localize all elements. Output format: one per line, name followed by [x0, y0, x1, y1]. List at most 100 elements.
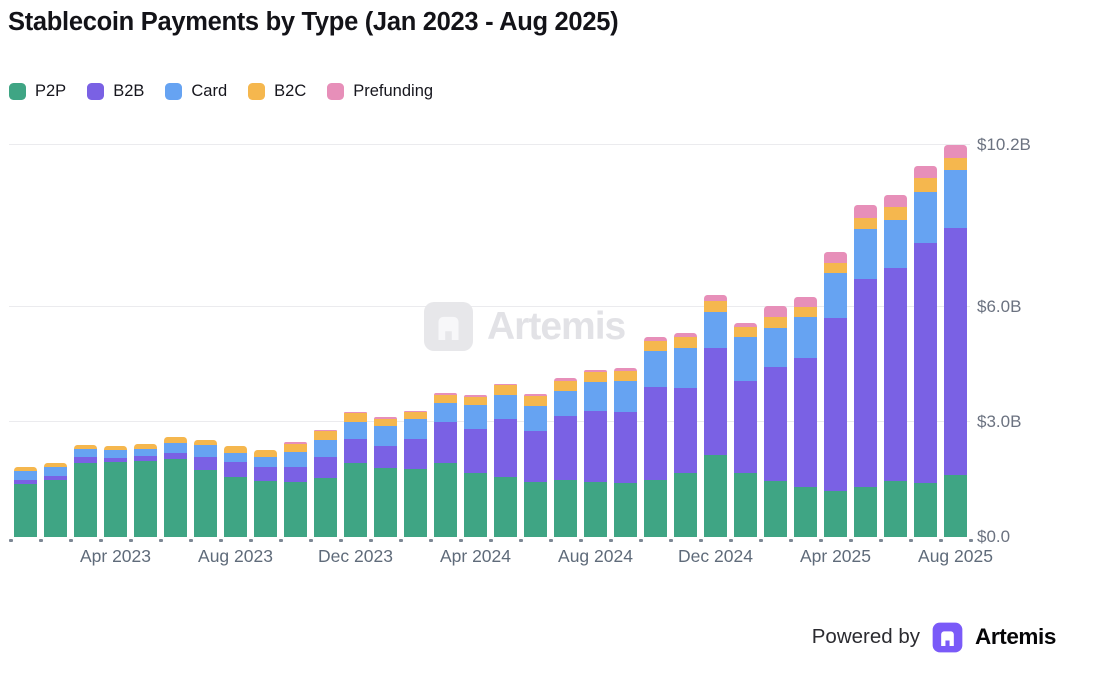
bar-segment-b2b[interactable] — [914, 243, 937, 483]
bar-jul-2023[interactable] — [194, 440, 217, 537]
bar-segment-p2p[interactable] — [674, 473, 697, 537]
bar-segment-prefunding[interactable] — [914, 165, 937, 179]
bar-segment-b2c[interactable] — [224, 446, 247, 453]
legend-item-card[interactable]: Card — [165, 82, 227, 101]
bar-segment-prefunding[interactable] — [704, 294, 727, 301]
bar-segment-b2c[interactable] — [254, 450, 277, 457]
bar-segment-p2p[interactable] — [254, 480, 277, 537]
bar-segment-prefunding[interactable] — [284, 441, 307, 444]
bar-segment-b2c[interactable] — [284, 443, 307, 453]
bar-apr-2025[interactable] — [824, 251, 847, 537]
bar-jul-2024[interactable] — [554, 378, 577, 537]
bar-segment-b2c[interactable] — [44, 463, 67, 468]
bar-mar-2025[interactable] — [794, 296, 817, 537]
bar-segment-card[interactable] — [404, 419, 427, 440]
bar-segment-b2b[interactable] — [524, 430, 547, 482]
bar-oct-2023[interactable] — [284, 441, 307, 537]
bar-segment-b2b[interactable] — [944, 228, 967, 475]
bar-mar-2024[interactable] — [434, 392, 457, 537]
bar-segment-p2p[interactable] — [404, 469, 427, 537]
bar-segment-b2c[interactable] — [464, 396, 487, 406]
bar-dec-2024[interactable] — [704, 294, 727, 537]
bar-may-2023[interactable] — [134, 443, 157, 537]
bar-segment-b2c[interactable] — [884, 206, 907, 220]
bar-segment-card[interactable] — [884, 220, 907, 269]
bar-segment-b2c[interactable] — [14, 467, 37, 472]
bar-segment-b2c[interactable] — [374, 418, 397, 427]
bar-segment-p2p[interactable] — [644, 479, 667, 537]
bar-segment-prefunding[interactable] — [464, 395, 487, 397]
bar-segment-card[interactable] — [194, 445, 217, 457]
bar-segment-b2b[interactable] — [194, 456, 217, 470]
bar-dec-2023[interactable] — [344, 411, 367, 537]
bar-segment-card[interactable] — [734, 337, 757, 381]
bar-segment-b2b[interactable] — [854, 278, 877, 487]
bar-segment-b2c[interactable] — [314, 431, 337, 441]
bar-segment-p2p[interactable] — [554, 479, 577, 537]
bar-jun-2023[interactable] — [164, 437, 187, 537]
bar-nov-2023[interactable] — [314, 430, 337, 537]
bar-segment-b2b[interactable] — [584, 410, 607, 482]
bar-may-2025[interactable] — [854, 205, 877, 537]
bar-segment-b2c[interactable] — [164, 437, 187, 444]
bar-segment-b2c[interactable] — [914, 178, 937, 192]
bar-segment-p2p[interactable] — [194, 469, 217, 537]
bar-segment-b2b[interactable] — [344, 439, 367, 464]
bar-segment-b2b[interactable] — [374, 446, 397, 469]
bar-segment-prefunding[interactable] — [524, 394, 547, 397]
bar-segment-b2b[interactable] — [614, 411, 637, 483]
bar-segment-b2c[interactable] — [674, 337, 697, 349]
bar-segment-b2b[interactable] — [14, 479, 37, 485]
bar-segment-p2p[interactable] — [74, 463, 97, 537]
bar-segment-prefunding[interactable] — [764, 306, 787, 317]
bar-segment-b2c[interactable] — [854, 217, 877, 229]
bar-segment-p2p[interactable] — [314, 478, 337, 537]
bar-segment-card[interactable] — [704, 311, 727, 349]
bar-segment-p2p[interactable] — [614, 482, 637, 537]
bar-segment-card[interactable] — [584, 381, 607, 411]
bar-segment-p2p[interactable] — [44, 480, 67, 537]
bar-segment-card[interactable] — [914, 191, 937, 244]
bar-segment-prefunding[interactable] — [404, 410, 427, 413]
bar-segment-p2p[interactable] — [584, 481, 607, 537]
bar-feb-2024[interactable] — [404, 410, 427, 537]
bar-segment-b2c[interactable] — [944, 158, 967, 170]
bar-segment-p2p[interactable] — [944, 474, 967, 537]
bar-segment-b2c[interactable] — [344, 413, 367, 422]
bar-segment-card[interactable] — [344, 421, 367, 440]
bar-segment-prefunding[interactable] — [644, 336, 667, 341]
bar-segment-b2c[interactable] — [134, 443, 157, 450]
bar-segment-p2p[interactable] — [794, 486, 817, 537]
bar-nov-2024[interactable] — [674, 333, 697, 537]
bar-segment-card[interactable] — [944, 169, 967, 229]
bar-segment-b2c[interactable] — [494, 385, 517, 396]
bar-segment-b2c[interactable] — [614, 370, 637, 381]
bar-segment-card[interactable] — [854, 228, 877, 279]
bar-segment-card[interactable] — [794, 316, 817, 359]
bar-segment-p2p[interactable] — [734, 473, 757, 537]
bar-segment-b2b[interactable] — [254, 467, 277, 481]
legend-item-prefunding[interactable]: Prefunding — [327, 82, 433, 101]
legend-item-b2c[interactable]: B2C — [248, 82, 306, 101]
bar-segment-b2c[interactable] — [794, 307, 817, 317]
bar-segment-prefunding[interactable] — [434, 392, 457, 395]
bar-segment-p2p[interactable] — [14, 484, 37, 537]
bar-segment-card[interactable] — [284, 452, 307, 467]
bar-segment-card[interactable] — [674, 348, 697, 388]
bar-segment-prefunding[interactable] — [884, 195, 907, 207]
bar-segment-b2b[interactable] — [554, 415, 577, 480]
bar-aug-2023[interactable] — [224, 446, 247, 537]
bar-sep-2024[interactable] — [614, 368, 637, 537]
bar-segment-p2p[interactable] — [284, 481, 307, 537]
bar-feb-2023[interactable] — [44, 463, 67, 537]
bar-segment-b2c[interactable] — [704, 300, 727, 312]
bar-segment-p2p[interactable] — [344, 463, 367, 537]
bar-segment-card[interactable] — [494, 395, 517, 419]
bar-segment-p2p[interactable] — [104, 461, 127, 537]
bar-segment-p2p[interactable] — [164, 459, 187, 537]
bar-segment-p2p[interactable] — [134, 461, 157, 537]
bar-segment-b2c[interactable] — [194, 440, 217, 446]
bar-segment-b2b[interactable] — [674, 387, 697, 474]
bar-jun-2025[interactable] — [884, 195, 907, 537]
bar-segment-card[interactable] — [764, 328, 787, 367]
